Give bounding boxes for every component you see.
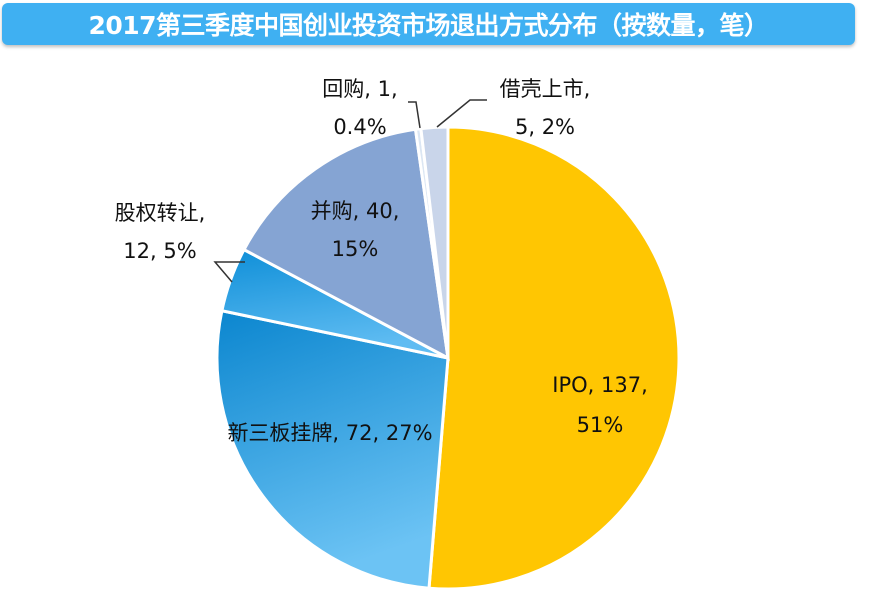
data-label-0-0: IPO, 137, bbox=[552, 373, 648, 397]
data-label-2-1: 12, 5% bbox=[123, 239, 196, 263]
data-label-3-0: 并购, 40, bbox=[311, 199, 400, 223]
data-label-4-0: 回购, 1, bbox=[322, 77, 397, 101]
leader-line-5 bbox=[436, 99, 487, 128]
chart-title-bar: 2017第三季度中国创业投资市场退出方式分布（按数量，笔） bbox=[2, 3, 855, 45]
leader-line-2 bbox=[213, 261, 245, 283]
data-label-2-0: 股权转让, bbox=[115, 201, 206, 225]
pie-slice-1 bbox=[215, 308, 450, 590]
pie-slice-5 bbox=[419, 125, 450, 359]
data-label-0-1: 51% bbox=[577, 413, 624, 437]
data-label-5-0: 借壳上市, bbox=[500, 77, 591, 101]
data-label-5-1: 5, 2% bbox=[515, 115, 575, 139]
data-label-1-0: 新三板挂牌, 72, 27% bbox=[227, 421, 432, 445]
data-label-3-1: 15% bbox=[332, 237, 379, 261]
data-label-4-1: 0.4% bbox=[333, 115, 386, 139]
chart-title: 2017第三季度中国创业投资市场退出方式分布（按数量，笔） bbox=[88, 11, 769, 40]
leader-line-4 bbox=[408, 101, 421, 129]
pie-slice-0 bbox=[427, 125, 681, 591]
pie-slice-3 bbox=[241, 127, 450, 361]
